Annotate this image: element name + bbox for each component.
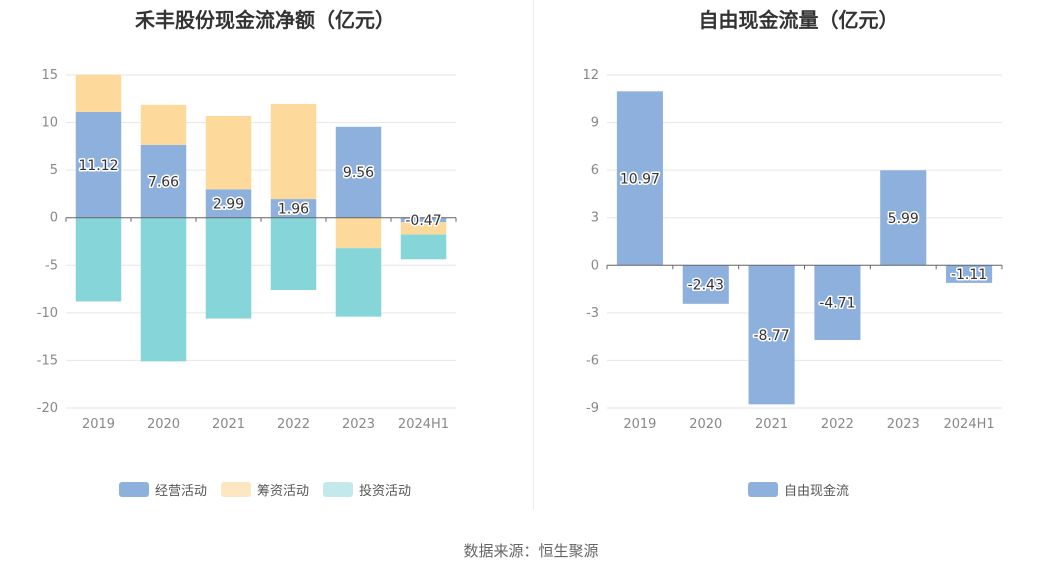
left-bar-s2-2019: [75, 217, 122, 302]
left-bar-s1-2020: [140, 104, 187, 145]
left-bar-s0-2022: [270, 199, 317, 218]
right-bar-s0-2019: [616, 91, 663, 266]
left-data-label-2019: 11.12: [78, 158, 118, 174]
left-bar-s1-2024H1: [400, 222, 447, 235]
left-chart-title: 禾丰股份现金流净额（亿元）: [135, 8, 395, 32]
left-chart-panel: 禾丰股份现金流净额（亿元） 15 10 5 0 -5 -10 -15 -20 2019 2020 2…: [0, 0, 530, 510]
left-ytick-7: -20: [37, 401, 58, 416]
left-xtick-2019: 2019: [82, 417, 115, 432]
left-bar-s1-2023: [335, 217, 382, 249]
panel-divider: [533, 0, 534, 510]
right-xtick-2020: 2020: [689, 417, 722, 432]
left-bar-s2-2021: [205, 217, 252, 319]
right-chart-plot: 12 9 6 3 0 -3 -6 -9 2019 2020 2021 2022 2023 2024H1 10…: [582, 68, 1003, 432]
left-bar-s2-2020: [140, 217, 187, 362]
left-ytick-1: 10: [41, 116, 58, 131]
left-data-label-2024H1: -0.47: [405, 213, 441, 229]
right-xtick-2019: 2019: [623, 417, 656, 432]
left-bar-s1-2019: [75, 74, 122, 112]
left-data-label-2023: 9.56: [343, 165, 374, 181]
left-ytick-6: -15: [37, 353, 58, 368]
right-chart-legend: 自由现金流: [535, 480, 1062, 499]
legend-swatch-free-cash-flow: [747, 482, 778, 497]
left-bar-s2-2023: [335, 248, 382, 317]
left-data-label-2020: 7.66: [148, 174, 179, 190]
left-ytick-3: 0: [50, 211, 58, 226]
right-chart-panel: 自由现金流量（亿元） 12 9 6 3 0 -3 -6 -9 2019 2020 2021 2022 2…: [535, 0, 1062, 510]
left-chart-legend: 经营活动 筹资活动 投资活动: [0, 480, 530, 499]
right-xtick-2024H1: 2024H1: [944, 417, 995, 432]
right-xtick-2023: 2023: [887, 417, 920, 432]
right-data-label-2019: 10.97: [620, 171, 660, 187]
legend-item-investing[interactable]: 投资活动: [323, 480, 411, 499]
right-data-label-2023: 5.99: [888, 211, 919, 227]
right-chart-title: 自由现金流量（亿元）: [698, 8, 899, 32]
left-ytick-5: -10: [37, 306, 58, 321]
left-ytick-0: 15: [41, 68, 58, 83]
right-ytick-4: 0: [591, 258, 599, 273]
right-bar-s0-2023: [880, 170, 927, 266]
left-ytick-4: -5: [45, 258, 58, 273]
right-ytick-6: -6: [586, 353, 599, 368]
right-bar-s0-2020: [682, 265, 729, 304]
right-xtick-2022: 2022: [821, 417, 854, 432]
legend-label-financing: 筹资活动: [256, 484, 309, 499]
left-bar-s0-2019: [75, 111, 122, 218]
right-data-label-2020: -2.43: [688, 278, 724, 294]
right-bar-s0-2022: [814, 265, 861, 340]
left-xtick-2022: 2022: [277, 417, 310, 432]
left-bar-s2-2022: [270, 217, 317, 291]
left-chart-plot: 15 10 5 0 -5 -10 -15 -20 2019 2020 2021 2022 2023 202…: [37, 68, 457, 432]
left-bar-s0-2020: [140, 144, 187, 218]
right-ytick-2: 6: [591, 163, 599, 178]
right-bar-s0-2021: [748, 265, 795, 405]
left-xtick-2020: 2020: [147, 417, 180, 432]
right-ytick-7: -9: [586, 401, 599, 416]
left-bar-s1-2022: [270, 103, 317, 200]
legend-label-operating: 经营活动: [154, 484, 207, 499]
left-xtick-2023: 2023: [342, 417, 375, 432]
right-ytick-5: -3: [586, 306, 599, 321]
left-data-label-2021: 2.99: [213, 196, 244, 212]
left-data-label-2022: 1.96: [278, 201, 309, 217]
legend-item-financing[interactable]: 筹资活动: [220, 480, 309, 499]
legend-swatch-investing: [323, 482, 353, 497]
left-xtick-2024H1: 2024H1: [398, 417, 449, 432]
left-xtick-2021: 2021: [212, 417, 245, 432]
left-bar-s2-2024H1: [400, 234, 447, 260]
right-data-label-2021: -8.77: [753, 328, 789, 344]
right-ytick-1: 9: [591, 116, 599, 131]
right-ytick-3: 3: [591, 211, 599, 226]
right-data-label-2022: -4.71: [819, 296, 855, 312]
legend-label-investing: 投资活动: [359, 484, 412, 499]
left-bar-s0-2021: [205, 189, 252, 218]
legend-swatch-financing: [220, 482, 251, 497]
legend-swatch-operating: [118, 482, 149, 497]
left-bar-s0-2024H1: [400, 217, 447, 223]
left-bar-s0-2023: [335, 126, 382, 218]
legend-item-free-cash-flow[interactable]: 自由现金流: [747, 480, 849, 499]
legend-label-free-cash-flow: 自由现金流: [783, 484, 849, 499]
data-source-note: 数据来源：恒生聚源: [463, 542, 599, 560]
left-ytick-2: 5: [50, 163, 58, 178]
right-ytick-0: 12: [582, 68, 599, 83]
right-bar-s0-2024H1: [946, 265, 993, 283]
legend-item-operating[interactable]: 经营活动: [118, 480, 207, 499]
left-bar-s1-2021: [205, 116, 252, 190]
right-data-label-2024H1: -1.11: [951, 267, 987, 283]
right-xtick-2021: 2021: [755, 417, 788, 432]
